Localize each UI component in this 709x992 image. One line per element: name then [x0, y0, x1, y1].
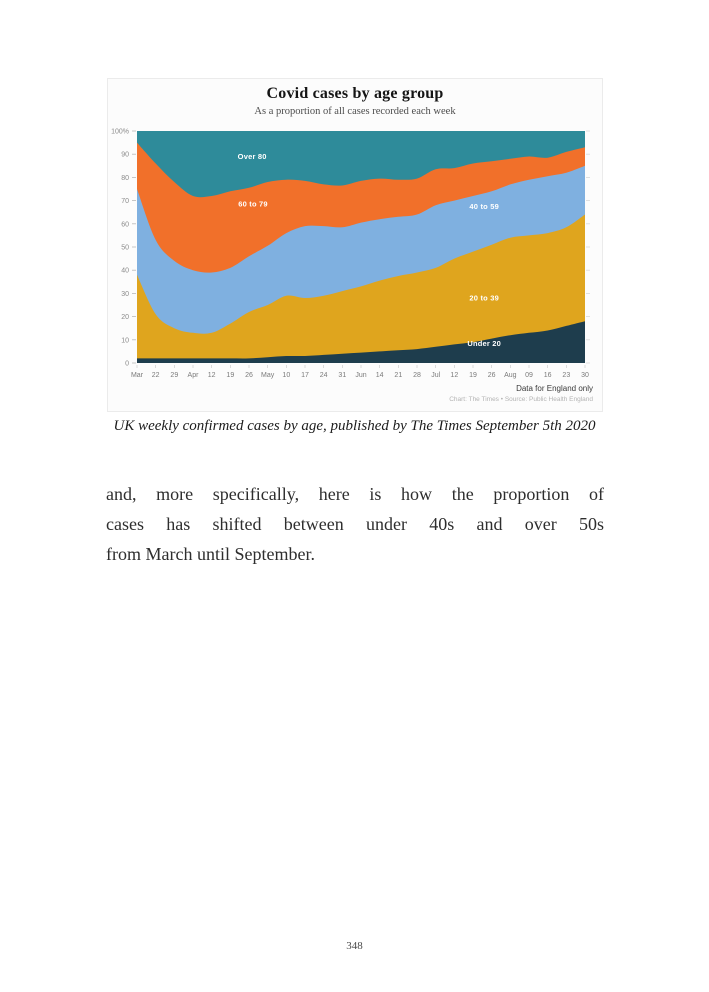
x-axis-tick-label: 29	[170, 372, 178, 379]
x-axis-tick-label: 28	[413, 372, 421, 379]
x-axis-tick-label: 12	[208, 372, 216, 379]
y-axis-tick-label: 100%	[111, 129, 129, 136]
x-axis-tick-label: 22	[152, 372, 160, 379]
y-axis-tick-label: 70	[121, 198, 129, 205]
chart-note: Data for England only	[516, 384, 593, 393]
y-axis-tick-label: 50	[121, 245, 129, 252]
chart-area-20-to-39	[137, 214, 585, 363]
x-axis-tick-label: Mar	[131, 372, 144, 379]
chart-credit: Chart: The Times • Source: Public Health…	[449, 396, 593, 403]
area-label-over-80: Over 80	[238, 152, 267, 161]
x-axis-tick-label: 26	[245, 372, 253, 379]
x-axis-tick-label: 23	[562, 372, 570, 379]
x-axis-tick-label: 09	[525, 372, 533, 379]
area-label-20-to-39: 20 to 39	[469, 294, 499, 303]
y-axis-tick-label: 0	[125, 361, 129, 368]
body-paragraph: and, more specifically, here is how the …	[106, 479, 604, 569]
x-axis-tick-label: May	[261, 372, 275, 379]
paragraph-line: cases has shifted between under 40s and …	[106, 514, 604, 534]
area-label-40-to-59: 40 to 59	[469, 202, 499, 211]
paragraph-line: from March until September.	[106, 544, 315, 564]
x-axis-tick-label: 16	[544, 372, 552, 379]
area-label-60-to-79: 60 to 79	[238, 200, 268, 209]
stacked-area-chart: 0 10 20 30 40 50 60 70 80 90 100% Mar 22 29 Apr 12 19 26 M…	[111, 129, 590, 379]
y-axis-tick-label: 30	[121, 291, 129, 298]
x-axis-tick-label: 12	[450, 372, 458, 379]
x-axis-tick-label: 14	[376, 372, 384, 379]
x-axis-tick-label: 10	[282, 372, 290, 379]
x-axis-tick-label: 24	[320, 372, 328, 379]
x-axis-tick-label: 21	[394, 372, 402, 379]
y-axis-tick-label: 90	[121, 152, 129, 159]
y-axis-tick-label: 40	[121, 268, 129, 275]
x-axis-tick-label: Jul	[431, 372, 440, 379]
chart-subtitle: As a proportion of all cases recorded ea…	[254, 106, 456, 117]
x-axis-tick-label: Apr	[188, 372, 200, 379]
x-axis-tick-label: Aug	[504, 372, 517, 379]
chart-areas	[137, 131, 585, 363]
x-axis-tick-label: 26	[488, 372, 496, 379]
y-axis-tick-label: 80	[121, 175, 129, 182]
y-axis-tick-label: 20	[121, 314, 129, 321]
x-axis-tick-label: 19	[469, 372, 477, 379]
x-axis-tick-label: 31	[338, 372, 346, 379]
page-number: 348	[346, 940, 363, 952]
figure-caption: UK weekly confirmed cases by age, publis…	[113, 418, 596, 434]
chart-notes: Data for England only Chart: The Times •…	[449, 384, 593, 403]
x-axis-tick-label: 17	[301, 372, 309, 379]
x-axis-tick-label: Jun	[355, 372, 366, 379]
x-axis-tick-label: 19	[226, 372, 234, 379]
covid-chart-figure: Covid cases by age group As a proportion…	[107, 78, 603, 412]
area-label-under-20: Under 20	[467, 339, 501, 348]
paragraph-line: and, more specifically, here is how the …	[106, 484, 604, 504]
y-axis-tick-label: 60	[121, 221, 129, 228]
chart-title: Covid cases by age group	[266, 85, 444, 102]
x-axis-tick-label: 30	[581, 372, 589, 379]
y-axis-tick-label: 10	[121, 337, 129, 344]
chart-area-under-20	[137, 321, 585, 363]
